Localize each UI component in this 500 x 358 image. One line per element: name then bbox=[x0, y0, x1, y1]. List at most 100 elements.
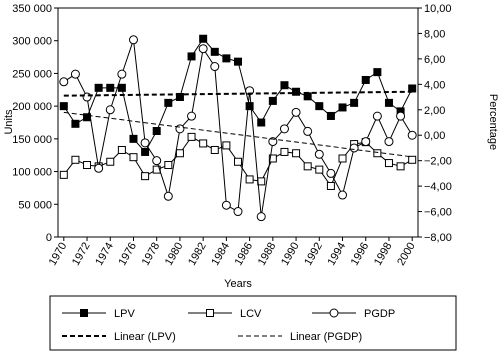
point bbox=[234, 157, 242, 166]
point bbox=[384, 137, 394, 147]
y2-tick-label: −4,00 bbox=[424, 181, 452, 193]
point bbox=[349, 143, 359, 153]
x-tick-label: 1990 bbox=[279, 241, 302, 268]
legend-label: PGDP bbox=[364, 308, 395, 320]
point bbox=[210, 62, 220, 72]
y-tick-label: 250 000 bbox=[12, 68, 52, 80]
y2-tick-label: −2,00 bbox=[424, 156, 452, 168]
point bbox=[396, 111, 406, 121]
point bbox=[233, 207, 243, 217]
point bbox=[117, 145, 126, 154]
point bbox=[222, 141, 231, 150]
point bbox=[71, 119, 80, 128]
point bbox=[152, 165, 161, 174]
point bbox=[326, 168, 336, 178]
x-tick-label: 1988 bbox=[256, 241, 279, 268]
series-line bbox=[63, 111, 413, 158]
point bbox=[315, 165, 324, 174]
point bbox=[245, 175, 254, 184]
point bbox=[117, 69, 127, 79]
point bbox=[315, 102, 324, 111]
legend-label: Linear (PGDP) bbox=[290, 331, 362, 343]
point bbox=[291, 107, 301, 117]
point bbox=[210, 145, 219, 154]
point bbox=[338, 190, 348, 200]
x-tick-label: 1970 bbox=[47, 241, 70, 268]
point bbox=[303, 162, 312, 171]
point bbox=[292, 87, 301, 96]
y2-axis-title: Percentage bbox=[487, 94, 499, 150]
point bbox=[141, 172, 150, 181]
point bbox=[314, 149, 324, 159]
point bbox=[105, 105, 115, 115]
legend-label: LCV bbox=[240, 308, 262, 320]
y-tick-label: 200 000 bbox=[12, 101, 52, 113]
point bbox=[280, 81, 289, 90]
x-tick-label: 1976 bbox=[116, 241, 139, 268]
point bbox=[152, 127, 161, 136]
point bbox=[256, 212, 266, 222]
point bbox=[198, 44, 208, 54]
point bbox=[361, 75, 370, 84]
point bbox=[338, 154, 347, 163]
point bbox=[175, 149, 184, 158]
point bbox=[210, 47, 219, 56]
y2-tick-label: 4,00 bbox=[424, 79, 445, 91]
point bbox=[222, 54, 231, 63]
legend-label: LPV bbox=[114, 308, 135, 320]
point bbox=[361, 137, 371, 147]
legend-marker bbox=[80, 309, 88, 317]
y-tick-label: 300 000 bbox=[12, 36, 52, 48]
y-tick-label: 50 000 bbox=[18, 199, 52, 211]
point bbox=[59, 102, 68, 111]
y-tick-label: 350 000 bbox=[12, 3, 52, 15]
point bbox=[163, 191, 173, 201]
y2-tick-label: 10,00 bbox=[424, 3, 452, 15]
y2-tick-label: 8,00 bbox=[424, 28, 445, 40]
point bbox=[106, 83, 115, 92]
point bbox=[372, 111, 382, 121]
point bbox=[59, 170, 68, 179]
point bbox=[303, 126, 313, 136]
x-tick-label: 1980 bbox=[163, 241, 186, 268]
point bbox=[175, 124, 185, 134]
point bbox=[82, 92, 92, 102]
point bbox=[221, 200, 231, 210]
point bbox=[141, 147, 150, 156]
point bbox=[71, 155, 80, 164]
point bbox=[268, 96, 277, 105]
point bbox=[164, 98, 173, 107]
x-tick-label: 1972 bbox=[70, 241, 93, 268]
point bbox=[326, 111, 335, 120]
plot-area bbox=[57, 7, 419, 238]
legend-box bbox=[49, 295, 457, 351]
point bbox=[338, 103, 347, 112]
point bbox=[187, 52, 196, 61]
point bbox=[128, 35, 138, 45]
y-tick-label: 100 000 bbox=[12, 167, 52, 179]
legend-marker bbox=[329, 308, 339, 318]
point bbox=[292, 149, 301, 158]
point bbox=[396, 162, 405, 171]
x-tick-label: 1974 bbox=[93, 241, 116, 268]
point bbox=[59, 77, 69, 87]
point bbox=[94, 83, 103, 92]
point bbox=[384, 159, 393, 168]
point bbox=[373, 68, 382, 77]
point bbox=[199, 34, 208, 43]
x-tick-label: 1996 bbox=[349, 241, 372, 268]
x-tick-label: 1998 bbox=[372, 241, 395, 268]
point bbox=[187, 132, 196, 141]
series-line bbox=[63, 39, 413, 217]
point bbox=[326, 181, 335, 190]
x-tick-label: 1992 bbox=[302, 241, 325, 268]
point bbox=[257, 118, 266, 127]
y-axis-title: Units bbox=[3, 109, 15, 135]
y2-tick-label: 6,00 bbox=[424, 54, 445, 66]
point bbox=[257, 177, 266, 186]
point bbox=[384, 98, 393, 107]
x-tick-label: 1984 bbox=[209, 241, 232, 268]
x-tick-label: 2000 bbox=[395, 241, 418, 268]
y-tick-label: 150 000 bbox=[12, 134, 52, 146]
legend-label: Linear (LPV) bbox=[114, 331, 176, 343]
